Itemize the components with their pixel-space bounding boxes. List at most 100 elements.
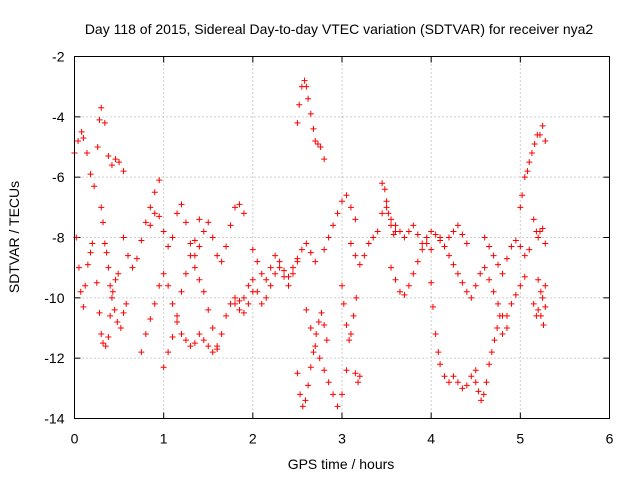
data-point xyxy=(147,222,154,229)
data-point xyxy=(528,150,535,157)
data-point xyxy=(297,391,304,398)
data-point xyxy=(142,219,149,226)
data-point xyxy=(396,288,403,295)
data-point xyxy=(490,252,497,259)
y-tick-label: -4 xyxy=(52,109,65,125)
data-series xyxy=(437,234,510,331)
y-tick-labels: -14 -12 -10 -8 -6 -4 -2 xyxy=(44,49,64,427)
data-point xyxy=(483,379,490,386)
data-point xyxy=(187,343,194,350)
data-point xyxy=(535,234,542,241)
data-point xyxy=(383,198,390,205)
data-point xyxy=(303,240,310,247)
data-point xyxy=(481,264,488,271)
data-point xyxy=(87,249,94,256)
data-point xyxy=(249,276,256,283)
data-point xyxy=(392,276,399,283)
data-point xyxy=(315,318,322,325)
data-point xyxy=(374,228,381,235)
data-point xyxy=(107,312,114,319)
data-point xyxy=(419,246,426,253)
data-point xyxy=(169,234,176,241)
data-point xyxy=(526,159,533,166)
data-point xyxy=(519,192,526,199)
data-point xyxy=(205,219,212,226)
data-point xyxy=(87,171,94,178)
data-series xyxy=(160,216,203,371)
data-point xyxy=(178,331,185,338)
data-point xyxy=(236,306,243,313)
data-point xyxy=(310,125,317,132)
x-tick-label: 6 xyxy=(606,431,614,447)
data-point xyxy=(542,137,549,144)
data-series xyxy=(347,204,399,268)
data-point xyxy=(347,204,354,211)
data-point xyxy=(521,252,528,259)
data-point xyxy=(454,379,461,386)
data-point xyxy=(100,219,107,226)
data-point xyxy=(114,318,121,325)
data-point xyxy=(75,264,82,271)
data-point xyxy=(209,234,216,241)
data-point xyxy=(463,240,470,247)
data-point xyxy=(307,249,314,256)
data-point xyxy=(200,288,207,295)
data-point xyxy=(200,228,207,235)
data-point xyxy=(450,261,457,268)
data-point xyxy=(281,267,288,274)
data-point xyxy=(182,337,189,344)
data-point xyxy=(537,288,544,295)
data-point xyxy=(410,270,417,277)
data-point xyxy=(396,228,403,235)
data-point xyxy=(441,373,448,380)
data-point xyxy=(112,156,119,163)
data-point xyxy=(355,379,362,386)
data-point xyxy=(285,282,292,289)
data-point xyxy=(77,288,84,295)
y-tick-label: -2 xyxy=(52,49,65,65)
data-point xyxy=(321,367,328,374)
data-point xyxy=(191,340,198,347)
data-point xyxy=(405,282,412,289)
data-point xyxy=(156,177,163,184)
data-series xyxy=(294,309,330,410)
data-point xyxy=(182,219,189,226)
data-point xyxy=(294,119,301,126)
data-point xyxy=(312,343,319,350)
data-point xyxy=(209,349,216,356)
data-point xyxy=(232,204,238,211)
data-series xyxy=(73,234,96,310)
data-series xyxy=(388,240,435,298)
data-point xyxy=(321,321,328,328)
data-point xyxy=(385,210,392,217)
data-point xyxy=(512,237,519,244)
data-point xyxy=(111,306,118,313)
data-point xyxy=(123,300,130,307)
data-point xyxy=(98,204,105,211)
data-point xyxy=(388,216,395,223)
data-point xyxy=(480,391,487,398)
data-series xyxy=(530,300,549,328)
data-point xyxy=(187,240,194,247)
data-point xyxy=(524,168,531,175)
data-point xyxy=(490,288,497,295)
data-point xyxy=(414,258,421,265)
data-point xyxy=(191,264,198,271)
data-point xyxy=(508,243,515,250)
data-point xyxy=(120,234,127,241)
data-point xyxy=(151,189,158,196)
x-tick-label: 3 xyxy=(338,431,346,447)
data-point xyxy=(223,312,230,319)
data-point xyxy=(80,134,87,141)
data-series xyxy=(535,276,549,301)
data-point xyxy=(495,261,502,268)
data-point xyxy=(454,270,461,277)
data-point xyxy=(100,340,107,347)
data-point xyxy=(530,216,537,223)
data-point xyxy=(508,300,515,307)
data-point xyxy=(205,343,212,350)
y-tick-label: -6 xyxy=(52,169,65,185)
data-point xyxy=(491,337,498,344)
data-point xyxy=(120,309,127,316)
